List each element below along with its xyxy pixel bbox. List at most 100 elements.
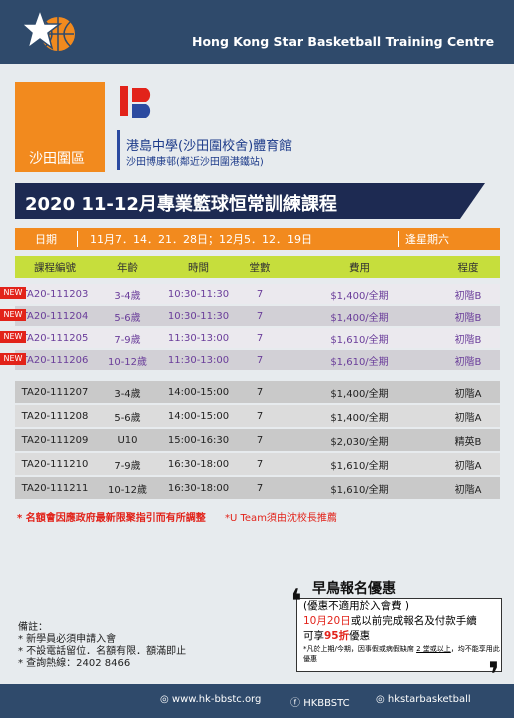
table-row: TA20-111203 3-4歲 10:30-11:30 7 $1,400/全期 初階B [15, 284, 500, 304]
column-header: 課程編號 [34, 261, 76, 274]
header-row: 課程編號 年齡 時間 堂數 費用 程度 [15, 256, 500, 278]
remark: * 不設電話留位．名額有限．額滿即止 [18, 646, 187, 657]
date-list: 11月7．14．21．28日；12月5．12．19日 [78, 231, 399, 247]
table-row: TA20-111209 U10 15:00-16:30 7 $2,030/全期 精英B [15, 429, 500, 451]
cell: 14:00-15:00 [167, 410, 230, 422]
cell: 7 [256, 458, 264, 470]
cell: 10:30-11:30 [167, 288, 230, 300]
cell: 7 [256, 386, 264, 398]
eb-text: 或以前完成報名及付款手續 [350, 615, 477, 627]
remarks: 備註： * 新學員必須申請入會 * 不設電話留位．名額有限．額滿即止 * 查詢熱… [18, 622, 186, 670]
column-header: 年齡 [117, 261, 138, 274]
eb-fine: *凡於上期/今期，因事假或病假缺席 2 堂或以上，均不能享用此優惠 [303, 644, 501, 664]
website: ◎ www.hk-bbstc.org [160, 694, 262, 705]
org-name: Hong Kong Star Basketball Training Centr… [192, 34, 495, 49]
cell: 7 [256, 354, 264, 366]
cell: 7-9歲 [114, 460, 141, 472]
table-row: TA20-111206 10-12歲 11:30-13:00 7 $1,610/全期 初階… [15, 350, 500, 370]
cell: TA20-111208 [21, 410, 89, 422]
cell: $1,610/全期 [330, 484, 389, 496]
table-row: TA20-111210 7-9歲 16:30-18:00 7 $1,610/全期 初階A [15, 453, 500, 475]
cell: $1,400/全期 [330, 388, 389, 400]
eb-text: *凡於上期/今期，因事假或病假缺席 [303, 645, 414, 653]
cell: TA20-111209 [21, 434, 89, 446]
quote-mark: ❜ [488, 655, 500, 695]
facebook: ⓕ HKBBSTC [290, 698, 350, 709]
cell: TA20-111207 [21, 386, 89, 398]
early-bird-box: (優惠不適用於入會費 ) 10月20日或以前完成報名及付款手續 可享95折優惠 … [296, 598, 502, 672]
cell: TA20-111205 [21, 332, 89, 344]
cell: $1,610/全期 [330, 356, 389, 368]
cell: 5-6歲 [114, 312, 141, 324]
discount: 95折 [324, 630, 350, 642]
cell: 7 [256, 434, 264, 446]
instagram-text: hkstarbasketball [387, 694, 471, 705]
eb-line: 可享95折優惠 [303, 629, 501, 644]
table-row: TA20-111204 5-6歲 10:30-11:30 7 $1,400/全期 初階B [15, 306, 500, 326]
eb-line: 10月20日或以前完成報名及付款手續 [303, 614, 501, 629]
eb-line: (優惠不適用於入會費 ) [303, 600, 410, 612]
column-header: 時間 [188, 261, 209, 274]
note: * 名額會因應政府最新限聚指引而有所調整 [17, 513, 206, 524]
remark: * 查詢熱線：2402 8466 [18, 658, 131, 669]
district: 沙田圍區 [29, 151, 85, 167]
date-row: 日期 11月7．14．21．28日；12月5．12．19日 逢星期六 [15, 228, 500, 250]
cell: 7-9歲 [114, 334, 141, 346]
cell: $1,610/全期 [330, 460, 389, 472]
cell: $2,030/全期 [330, 436, 389, 448]
address: 沙田博康邨(鄰近沙田圍港鐵站) [126, 157, 264, 168]
instagram: ◎ hkstarbasketball [376, 694, 471, 705]
early-bird-title: 早鳥報名優惠 [312, 581, 396, 597]
date-label: 日期 [15, 231, 78, 247]
cell: U10 [117, 434, 138, 446]
table-row: TA20-111207 3-4歲 14:00-15:00 7 $1,400/全期 初階A [15, 381, 500, 403]
cell: 10-12歲 [107, 484, 148, 496]
quote-mark: ❛ [290, 582, 302, 622]
cell: TA20-111203 [21, 288, 89, 300]
remark: * 新學員必須申請入會 [18, 634, 117, 645]
title-banner [15, 183, 485, 219]
new-badge: NEW [0, 287, 26, 299]
cell: 初階A [454, 412, 482, 424]
cell: 精英B [454, 436, 482, 448]
cell: 7 [256, 288, 264, 300]
cell: 7 [256, 332, 264, 344]
cell: 16:30-18:00 [167, 482, 230, 494]
cell: 初階B [454, 312, 482, 324]
cell: TA20-111206 [21, 354, 89, 366]
remarks-title: 備註： [18, 622, 48, 633]
venue: 港島中學(沙田圍校舍)體育館 [126, 139, 293, 154]
cell: $1,610/全期 [330, 334, 389, 346]
cell: 10-12歲 [107, 356, 148, 368]
cell: 初階A [454, 484, 482, 496]
cell: 15:00-16:30 [167, 434, 230, 446]
cell: 16:30-18:00 [167, 458, 230, 470]
new-badge: NEW [0, 353, 26, 365]
cell: $1,400/全期 [330, 412, 389, 424]
cell: TA20-111210 [21, 458, 89, 470]
table-row: TA20-111205 7-9歲 11:30-13:00 7 $1,610/全期 初階B [15, 328, 500, 348]
deadline: 10月20日 [303, 615, 351, 627]
header-band: Hong Kong Star Basketball Training Centr… [0, 0, 514, 64]
district-box: 沙田圍區 [15, 82, 105, 172]
new-badge: NEW [0, 331, 26, 343]
facebook-text: HKBBSTC [303, 698, 350, 709]
cell: 5-6歲 [114, 412, 141, 424]
eb-text: ，均不能享用此優惠 [303, 645, 500, 663]
cell: 7 [256, 310, 264, 322]
footer-band: ◎ www.hk-bbstc.org ⓕ HKBBSTC ◎ hkstarbas… [0, 684, 514, 718]
cell: 3-4歲 [114, 388, 141, 400]
course-title: 2020 11-12月專業籃球恒常訓練課程 [25, 194, 337, 215]
eb-text: 可享 [303, 630, 324, 642]
cell: $1,400/全期 [330, 312, 389, 324]
new-badge: NEW [0, 309, 26, 321]
weekday: 逢星期六 [405, 233, 449, 246]
cell: 7 [256, 482, 264, 494]
cell: 10:30-11:30 [167, 310, 230, 322]
cell: 初階B [454, 356, 482, 368]
logo [22, 7, 75, 51]
eb-text: 2 堂或以上 [416, 645, 451, 653]
website-text: www.hk-bbstc.org [171, 694, 262, 705]
eb-text: 優惠 [349, 630, 371, 642]
